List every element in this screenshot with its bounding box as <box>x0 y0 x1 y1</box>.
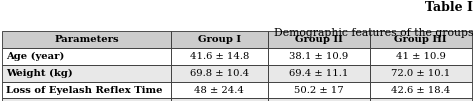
Text: Group III: Group III <box>394 35 447 44</box>
Bar <box>2 31 171 48</box>
Bar <box>2 82 171 98</box>
Bar <box>268 82 370 98</box>
Bar <box>171 98 268 101</box>
Bar <box>171 82 268 98</box>
Text: Weight (kg): Weight (kg) <box>6 69 73 78</box>
Bar <box>268 31 370 48</box>
Bar <box>370 31 472 48</box>
Bar <box>2 98 171 101</box>
Text: 50.2 ± 17: 50.2 ± 17 <box>294 86 344 95</box>
Text: Loss of Eyelash Reflex Time: Loss of Eyelash Reflex Time <box>6 86 163 95</box>
Text: Group II: Group II <box>295 35 343 44</box>
Text: Group I: Group I <box>198 35 241 44</box>
Bar <box>370 98 472 101</box>
Bar <box>2 65 171 82</box>
Bar <box>370 65 472 82</box>
Bar <box>268 98 370 101</box>
Text: Age (year): Age (year) <box>6 52 64 61</box>
Text: 41 ± 10.9: 41 ± 10.9 <box>396 52 446 61</box>
Text: 72.0 ± 10.1: 72.0 ± 10.1 <box>391 69 450 78</box>
Text: 48 ± 24.4: 48 ± 24.4 <box>194 86 244 95</box>
Text: Table I: Table I <box>425 1 473 14</box>
Bar <box>370 82 472 98</box>
Bar <box>2 48 171 65</box>
Bar <box>171 31 268 48</box>
Text: Demographic features of the groups: Demographic features of the groups <box>273 28 473 38</box>
Text: 41.6 ± 14.8: 41.6 ± 14.8 <box>190 52 249 61</box>
Text: 69.4 ± 11.1: 69.4 ± 11.1 <box>289 69 348 78</box>
Text: Parameters: Parameters <box>54 35 119 44</box>
Text: 69.8 ± 10.4: 69.8 ± 10.4 <box>190 69 249 78</box>
Bar <box>171 65 268 82</box>
Text: 38.1 ± 10.9: 38.1 ± 10.9 <box>289 52 348 61</box>
Bar <box>370 48 472 65</box>
Text: 42.6 ± 18.4: 42.6 ± 18.4 <box>391 86 450 95</box>
Bar <box>171 48 268 65</box>
Bar <box>268 65 370 82</box>
Bar <box>268 48 370 65</box>
